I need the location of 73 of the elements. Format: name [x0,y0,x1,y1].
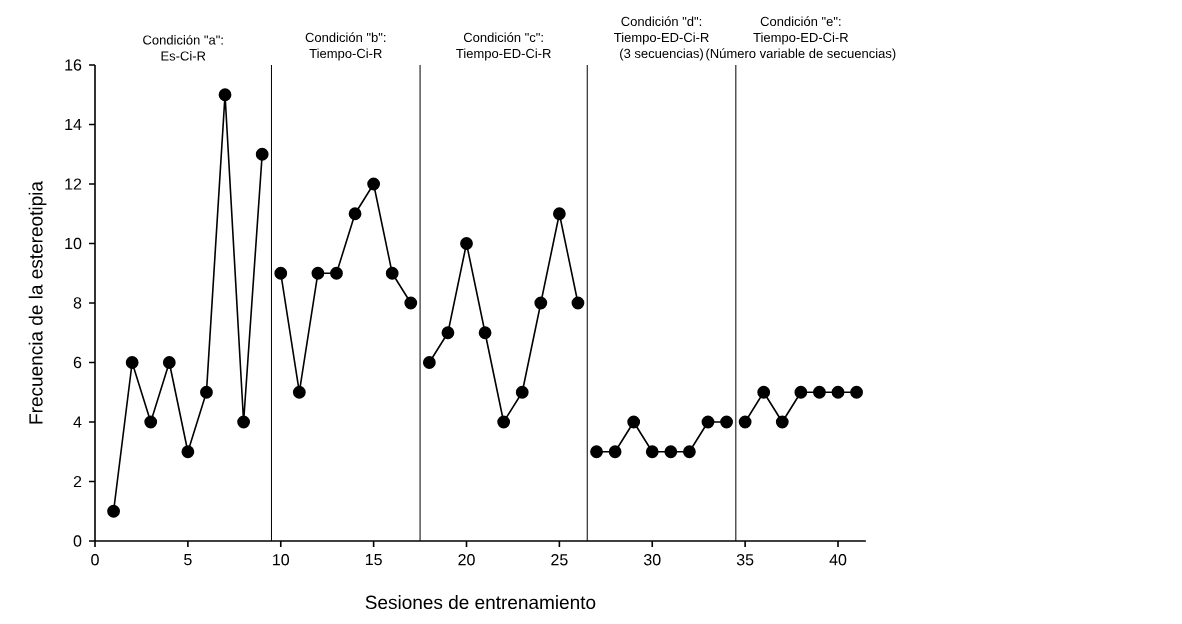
point [850,385,863,399]
y-tick-label: 4 [73,416,82,428]
point [107,504,120,518]
x-tick-label: 30 [643,554,661,566]
point [627,415,641,429]
point [441,326,455,340]
point [497,415,511,429]
x-tick-label: 20 [458,554,475,566]
point [367,177,381,191]
text: (Número variable de secuencias) [706,48,896,61]
y-axis-title: Frecuencia de la estereotipia [28,181,47,424]
x-axis-title: Sesiones de entrenamiento [365,595,596,610]
point [775,415,789,429]
point [664,445,678,459]
text: Tiempo-ED-Ci-R [753,32,849,45]
text: Tiempo-ED-Ci-R [614,32,709,45]
point [515,385,529,399]
point [831,385,845,399]
point [181,445,195,459]
point [385,266,399,280]
text: Condición "e": [760,16,841,27]
y-tick-label: 6 [73,356,82,369]
point [255,147,269,161]
y-tick-label: 8 [73,297,82,309]
point [125,356,139,369]
point [552,207,566,221]
point [422,356,436,369]
point [162,356,176,369]
point [645,445,659,459]
x-tick-label: 35 [736,554,754,566]
point [720,415,733,429]
point [330,266,343,280]
point [237,415,250,429]
point [218,88,232,102]
x-tick-label: 0 [91,554,99,566]
text: Condición "a": [143,34,223,45]
x-tick-label: 25 [551,554,568,566]
x-tick-label: 5 [184,554,192,566]
point [292,385,306,399]
point [701,415,715,429]
y-tick-label: 0 [73,535,82,547]
y-tick-label: 10 [65,237,82,250]
x-tick-label: 10 [273,554,290,566]
text: Condición "b": [305,32,386,43]
point [200,385,213,399]
point [460,237,473,250]
text: Tiempo-ED-Ci-R [456,48,551,61]
point [757,385,771,399]
text: Es-Ci-R [161,51,206,61]
point [794,385,808,399]
text: Condición "c": [463,32,543,43]
point [571,296,585,310]
text: Tiempo-Ci-R [309,48,382,61]
y-tick-label: 2 [73,475,82,488]
point [274,266,288,280]
y-tick-label: 14 [65,118,82,130]
text: (3 secuencias) [620,48,703,61]
point [683,445,696,459]
point [813,385,826,399]
point [311,266,325,280]
point [534,296,548,310]
y-tick-label: 12 [65,178,82,190]
point [404,296,418,310]
point [348,207,362,221]
text: Condición "d": [621,16,702,27]
point [478,326,492,340]
point [738,415,752,429]
x-tick-label: 15 [365,554,382,566]
point [590,445,603,459]
x-tick-label: 40 [829,554,847,566]
y-tick-label: 16 [65,59,82,71]
point [608,445,622,459]
point [144,415,158,429]
